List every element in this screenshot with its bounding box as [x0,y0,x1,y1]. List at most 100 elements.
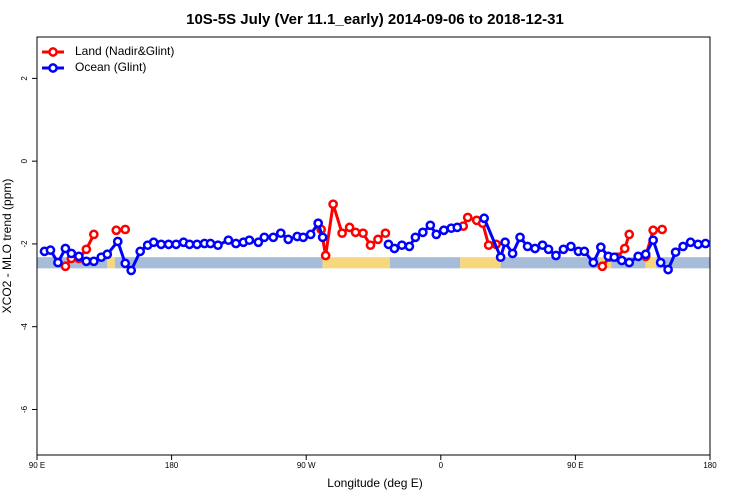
legend-label: Ocean (Glint) [75,60,146,74]
x-tick-label: 180 [703,461,717,470]
data-point [244,235,255,246]
data-point [685,237,696,248]
data-point [619,243,630,254]
data-point [431,229,442,240]
data-point [543,244,554,255]
data-point [120,224,131,235]
data-point [438,225,449,236]
data-point [633,251,644,262]
data-point [337,228,347,239]
surface-strip [114,257,323,269]
data-point [328,199,338,210]
data-point [609,252,620,263]
data-point [579,246,590,257]
data-point [425,220,436,231]
data-point [624,257,635,268]
data-point [268,232,279,243]
data-point [397,240,407,251]
data-point [184,239,195,250]
data-point [192,239,202,250]
data-point [597,261,608,272]
legend-marker [48,63,58,73]
y-tick-label: -4 [20,323,29,331]
x-axis-label: Longitude (deg E) [327,476,422,490]
data-point [81,244,92,255]
y-tick-label: -2 [20,240,29,248]
data-point [410,232,421,243]
data-point [74,251,84,262]
data-point [81,256,92,267]
data-point [678,241,688,252]
data-point [648,235,659,246]
data-point [495,252,506,263]
data-point [111,225,122,236]
data-point [558,244,569,255]
data-point [655,257,666,268]
data-point [624,229,635,240]
y-tick-label: -6 [20,405,29,413]
data-point [648,225,659,236]
data-point [404,241,415,252]
data-point [298,232,309,243]
surface-strip [322,257,390,269]
data-point [640,249,651,260]
data-point [500,237,510,248]
chart-title: 10S-5S July (Ver 11.1_early) 2014-09-06 … [186,11,564,28]
data-point [163,239,174,250]
x-tick-label: 90 E [567,461,583,470]
data-point [595,242,606,253]
data-point [88,229,99,240]
data-point [566,241,576,252]
x-tick-label: 0 [439,461,444,470]
data-point [60,243,71,254]
surface-strip [389,257,461,269]
data-point [126,265,137,276]
data-point [223,235,234,246]
y-tick-label: 2 [20,76,29,81]
data-point [66,248,77,259]
data-point [253,237,264,248]
data-point [462,212,473,223]
surface-strip [107,257,115,269]
data-point [588,257,599,268]
data-point [350,227,361,238]
data-point [616,255,627,266]
data-point [135,246,146,257]
data-point [88,256,99,267]
data-point [156,239,166,250]
surface-strip [460,257,501,269]
data-point [418,227,428,238]
data-point [452,222,463,233]
surface-strip [500,257,600,269]
data-point [213,240,223,251]
data-point [507,248,518,259]
legend-marker [48,47,58,57]
data-point [522,241,533,252]
data-point [205,238,216,249]
surface-strip [656,257,710,269]
data-point [231,238,241,249]
data-point [45,245,56,255]
data-point [373,234,383,245]
data-point [365,240,376,251]
data-point [663,264,673,275]
data-point [305,229,316,240]
data-point [313,218,324,229]
x-tick-label: 180 [165,461,179,470]
data-point [389,243,400,254]
data-point [657,224,667,235]
data-point [551,250,561,261]
data-point [148,237,159,248]
data-point [60,261,71,272]
data-point [259,232,270,243]
y-tick-label: 0 [20,158,29,163]
data-point [380,228,391,239]
data-point [344,222,355,233]
data-point [670,247,681,258]
data-point [320,250,331,261]
surface-strip [645,257,657,269]
data-point [283,234,294,245]
data-point [112,236,123,247]
